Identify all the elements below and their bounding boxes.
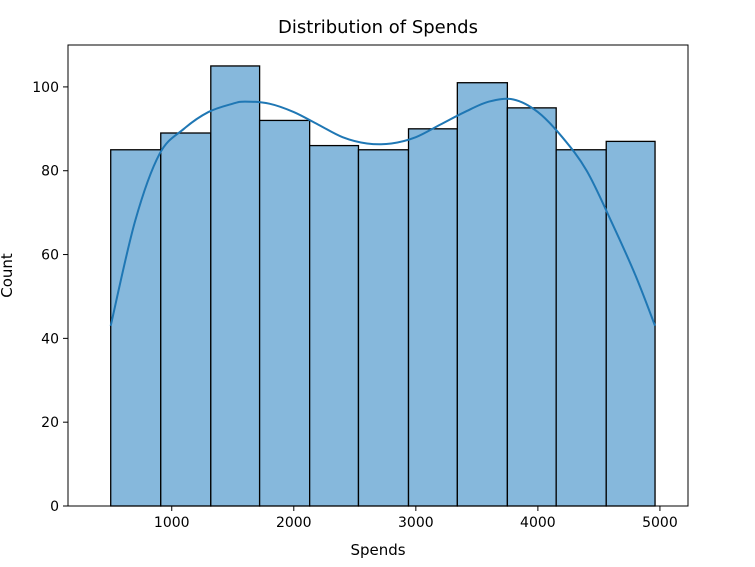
y-tick-label: 80 xyxy=(41,164,59,180)
histogram-bar-9 xyxy=(506,107,557,507)
histogram-bar-4 xyxy=(258,119,311,507)
x-tick-label: 1000 xyxy=(154,515,190,531)
x-axis-ticks: 1000 2000 3000 4000 5000 xyxy=(154,506,678,531)
x-axis-label: Spends xyxy=(350,541,405,559)
kde-curve xyxy=(109,97,656,327)
y-tick-label: 40 xyxy=(41,331,59,347)
y-axis-label: Count xyxy=(0,253,16,298)
histogram-bar-1 xyxy=(110,149,162,507)
y-tick-label: 100 xyxy=(32,80,59,96)
histogram-bar-8 xyxy=(456,82,509,507)
axes-frame xyxy=(67,44,689,507)
kde-layer xyxy=(109,97,656,327)
x-tick-label: 2000 xyxy=(276,515,312,531)
y-tick-label: 60 xyxy=(41,248,59,264)
histogram-bar-5 xyxy=(309,144,360,507)
x-tick-label: 3000 xyxy=(398,515,434,531)
histogram-bar-6 xyxy=(357,149,410,507)
histogram-bar-10 xyxy=(555,149,607,507)
x-tick-label: 4000 xyxy=(520,515,556,531)
chart-title: Distribution of Spends xyxy=(278,17,478,38)
y-tick-label: 20 xyxy=(41,415,59,431)
histogram-bar-11 xyxy=(605,140,656,507)
x-tick-label: 5000 xyxy=(642,515,678,531)
y-tick-label: 0 xyxy=(50,499,59,515)
histogram-bar-2 xyxy=(160,132,212,507)
y-axis-ticks: 0 20 40 60 80 100 xyxy=(32,80,68,515)
histogram-bar-3 xyxy=(210,65,261,507)
histogram-bar-7 xyxy=(407,128,458,507)
bars-layer xyxy=(110,65,656,507)
